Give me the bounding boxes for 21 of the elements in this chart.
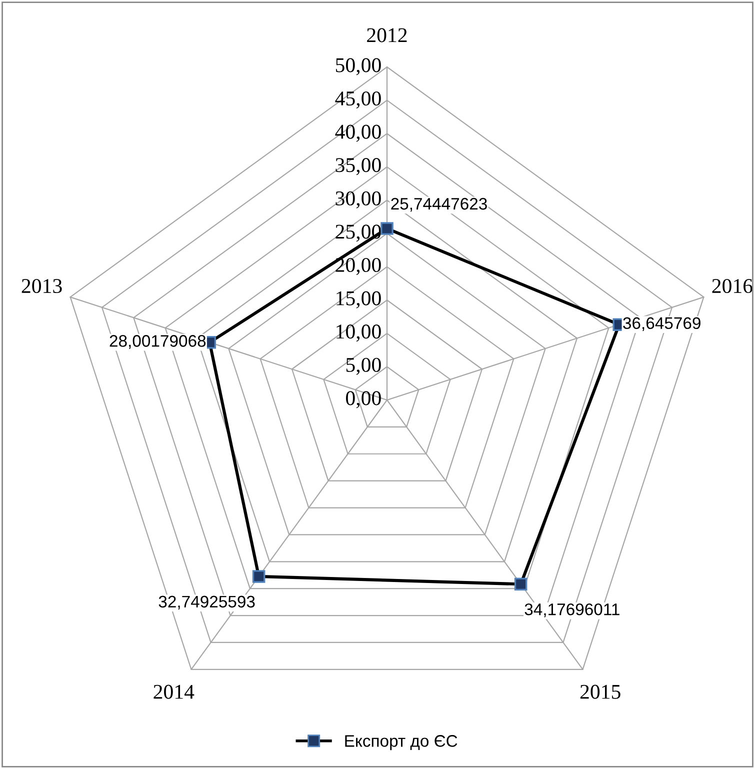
y-tick-label: 30,00 [336, 191, 381, 208]
data-label: 28,00179068 [110, 335, 206, 349]
legend-label: Експорт до ЄС [345, 735, 458, 750]
y-tick-label: 50,00 [336, 58, 381, 76]
y-tick-label: 10,00 [336, 324, 381, 342]
y-tick-label: 0,00 [346, 391, 381, 408]
data-label: 32,74925593 [158, 596, 255, 610]
spoke-label: 2015 [580, 684, 620, 699]
spoke-label: 2014 [154, 684, 194, 699]
spoke-label: 2012 [367, 28, 407, 42]
spoke-label: 2013 [22, 278, 62, 294]
spoke-label: 2016 [712, 278, 752, 294]
data-label: 25,74447623 [391, 198, 487, 212]
y-tick-label: 20,00 [336, 258, 381, 276]
data-label: 36,645769 [623, 317, 700, 332]
y-tick-label: 45,00 [335, 91, 381, 109]
y-tick-label: 35,00 [336, 158, 381, 176]
y-tick-label: 5,00 [346, 358, 381, 375]
y-tick-label: 40,00 [335, 124, 381, 142]
data-label: 34,17696011 [524, 603, 620, 618]
y-tick-label: 15,00 [336, 291, 381, 308]
